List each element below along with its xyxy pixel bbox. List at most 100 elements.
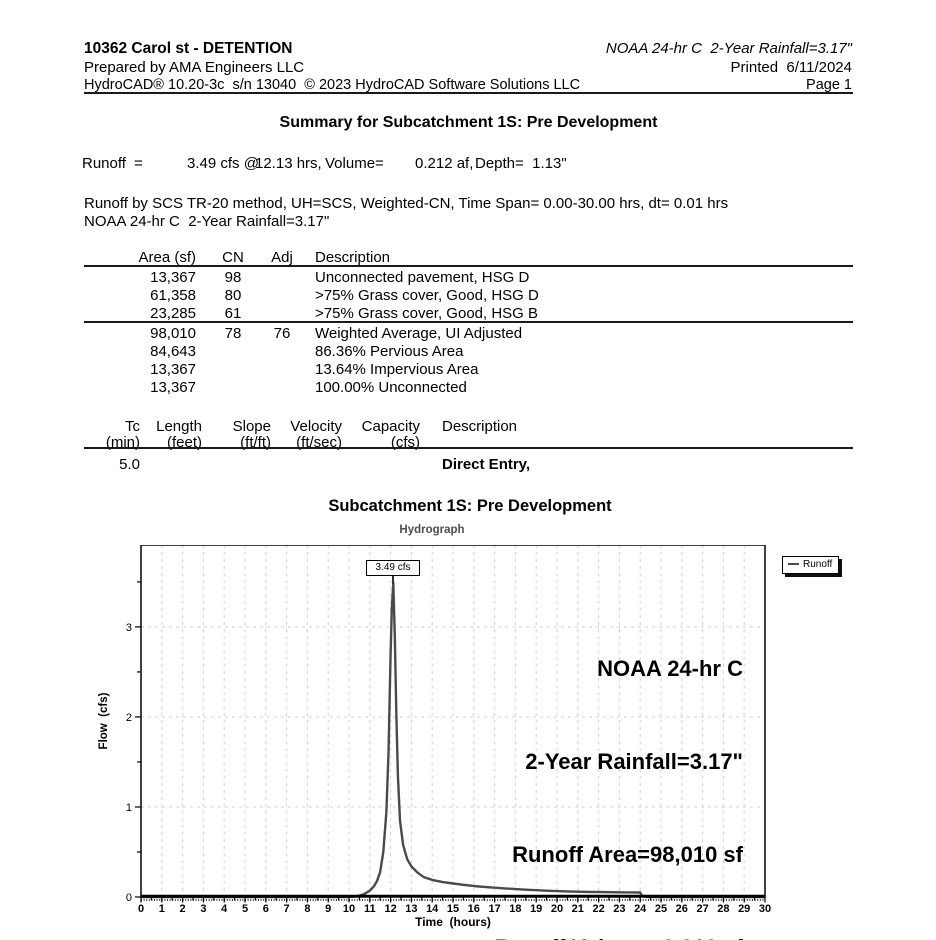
annotation-line: Runoff Area=98,010 sf <box>512 842 743 867</box>
x-tick-label: 0 <box>138 903 144 915</box>
col-header-cn: CN <box>222 249 244 266</box>
col-header-description: Description <box>442 418 518 435</box>
header-rule <box>84 92 853 94</box>
runoff-label: Runoff <box>82 155 126 172</box>
peak-flow-value: 3.49 cfs @ <box>187 155 259 172</box>
x-tick-label: 22 <box>592 903 604 915</box>
cell-area: 13,367 <box>150 361 196 378</box>
table-row: 84,643 86.36% Pervious Area <box>0 343 936 361</box>
cell-description: 100.00% Unconnected <box>315 379 467 396</box>
x-tick-label: 6 <box>263 903 269 915</box>
cell-tc: 5.0 <box>119 456 140 473</box>
col-header-tc: Tc <box>125 418 140 435</box>
x-tick-label: 11 <box>364 903 376 915</box>
cell-cn: 80 <box>224 287 242 304</box>
cell-cn: 61 <box>224 305 242 322</box>
y-axis-label: Flow (cfs) <box>98 692 110 750</box>
col-header-description: Description <box>315 249 391 266</box>
chart-heading: Subcatchment 1S: Pre Development <box>328 497 612 515</box>
cell-description: 13.64% Impervious Area <box>315 361 479 378</box>
summary-title: Summary for Subcatchment 1S: Pre Develop… <box>279 114 658 131</box>
col-header-adj: Adj <box>271 249 293 266</box>
area-table-rule-top <box>84 265 853 267</box>
table-row: 13,367 98 Unconnected pavement, HSG D <box>0 269 936 287</box>
x-tick-label: 21 <box>572 903 584 915</box>
x-tick-label: 9 <box>325 903 331 915</box>
x-tick-label: 17 <box>488 903 500 915</box>
cell-area: 84,643 <box>150 343 196 360</box>
col-unit-feet: (feet) <box>166 434 202 451</box>
cell-description: 86.36% Pervious Area <box>315 343 464 360</box>
storm-label: NOAA 24-hr C 2-Year Rainfall=3.17" <box>605 40 852 57</box>
x-tick-label: 3 <box>200 903 206 915</box>
x-tick-label: 28 <box>717 903 729 915</box>
legend-label: Runoff <box>803 559 833 570</box>
annotation-line: 2-Year Rainfall=3.17" <box>525 749 743 774</box>
x-tick-label: 20 <box>551 903 563 915</box>
peak-time-value: 12.13 hrs, <box>255 155 322 172</box>
cell-area: 13,367 <box>150 269 196 286</box>
x-axis-label: Time (hours) <box>415 915 491 929</box>
chart-annotation-block: NOAA 24-hr C 2-Year Rainfall=3.17" Runof… <box>400 591 743 940</box>
x-tick-label: 14 <box>426 903 439 915</box>
method-description: Runoff by SCS TR-20 method, UH=SCS, Weig… <box>84 195 728 231</box>
chart-legend: Runoff <box>782 556 840 574</box>
method-line-2: NOAA 24-hr C 2-Year Rainfall=3.17" <box>84 213 330 230</box>
peak-callout-leader <box>392 576 394 584</box>
peak-flow-callout: 3.49 cfs <box>366 560 420 576</box>
tc-table-header-1: Tc Length Slope Velocity Capacity Descri… <box>0 418 936 436</box>
col-header-capacity: Capacity <box>361 418 420 435</box>
table-row: 23,285 61 >75% Grass cover, Good, HSG B <box>0 305 936 323</box>
area-table-rule-subtotal <box>84 321 853 323</box>
x-tick-label: 19 <box>530 903 542 915</box>
y-tick-label: 3 <box>126 622 132 634</box>
volume-value: 0.212 af, <box>415 155 474 172</box>
x-tick-label: 13 <box>405 903 417 915</box>
method-line-1: Runoff by SCS TR-20 method, UH=SCS, Weig… <box>84 195 729 212</box>
x-tick-label: 5 <box>242 903 248 915</box>
x-tick-label: 25 <box>655 903 667 915</box>
cell-description: Weighted Average, UI Adjusted <box>315 325 523 342</box>
table-row: 5.0 Direct Entry, <box>0 456 936 474</box>
chart-title: Hydrograph <box>399 524 465 536</box>
hydrograph-plot: 0 1 2 3 4 5 6 7 8 9 10 11 12 13 14 15 16 17 18 19 20 21 22 23 24… <box>126 545 771 915</box>
x-tick-label: 12 <box>384 903 396 915</box>
col-header-slope: Slope <box>232 418 271 435</box>
x-tick-label: 26 <box>676 903 688 915</box>
y-tick-label: 2 <box>126 712 132 724</box>
x-tick-label: 1 <box>159 903 165 915</box>
runoff-line-swatch <box>788 563 799 565</box>
x-tick-label: 7 <box>284 903 290 915</box>
x-tick-label: 2 <box>180 903 186 915</box>
software-version: HydroCAD® 10.20-3c s/n 13040 © 2023 Hydr… <box>84 77 581 93</box>
area-table-header: Area (sf) CN Adj Description <box>0 249 936 267</box>
cell-adj: 76 <box>273 325 291 342</box>
x-tick-label: 29 <box>738 903 750 915</box>
x-tick-label: 24 <box>634 903 647 915</box>
annotation-line: Runoff Volume=0.212 af <box>400 932 743 940</box>
tc-table-header-2: (min) (feet) (ft/ft) (ft/sec) (cfs) <box>0 434 936 452</box>
x-tick-label: 10 <box>343 903 355 915</box>
cell-area: 61,358 <box>150 287 196 304</box>
tc-table-rule <box>84 447 853 449</box>
cell-cn: 78 <box>224 325 242 342</box>
prepared-by: Prepared by AMA Engineers LLC <box>84 59 305 76</box>
runoff-result-line: Runoff = 3.49 cfs @ 12.13 hrs, Volume= 0… <box>82 155 782 173</box>
project-title: 10362 Carol st - DETENTION <box>84 40 293 57</box>
x-tick-label: 16 <box>468 903 480 915</box>
annotation-line: NOAA 24-hr C <box>597 656 743 681</box>
col-header-velocity: Velocity <box>290 418 342 435</box>
depth-value: Depth= 1.13" <box>475 155 567 172</box>
printed-date: Printed 6/11/2024 <box>730 59 852 76</box>
cell-description: >75% Grass cover, Good, HSG D <box>315 287 539 304</box>
col-unit-min: (min) <box>105 434 140 451</box>
y-tick-label: 0 <box>126 892 132 904</box>
col-header-area: Area (sf) <box>138 249 196 266</box>
col-unit-cfs: (cfs) <box>390 434 420 451</box>
runoff-curve <box>141 581 765 899</box>
table-row: 98,010 78 76 Weighted Average, UI Adjust… <box>0 325 936 343</box>
x-tick-label: 15 <box>447 903 459 915</box>
x-tick-label: 30 <box>759 903 771 915</box>
col-header-length: Length <box>156 418 202 435</box>
volume-label: Volume= <box>325 155 384 172</box>
